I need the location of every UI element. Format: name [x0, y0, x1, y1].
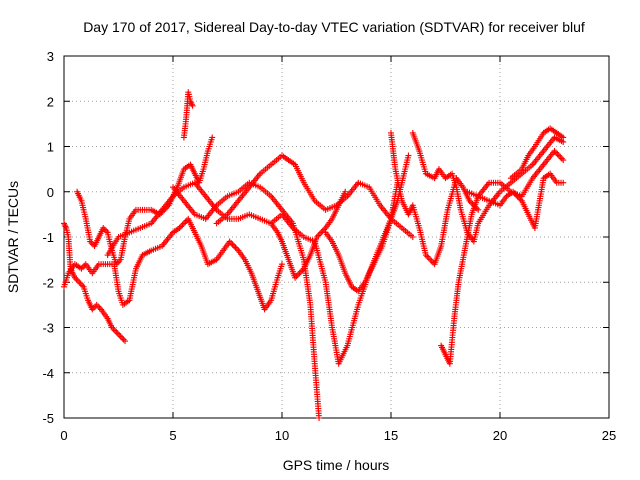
data-point — [557, 154, 564, 161]
data-point — [62, 223, 69, 230]
data-point — [61, 221, 68, 228]
grid — [64, 56, 609, 418]
series-trace-9 — [322, 179, 401, 295]
y-tick-label: -3 — [42, 321, 54, 336]
data-point — [405, 152, 412, 159]
data-point — [116, 332, 123, 339]
y-tick-label: 1 — [47, 140, 54, 155]
y-tick-label: -5 — [42, 411, 54, 426]
data-point — [209, 134, 216, 141]
data-point — [77, 280, 84, 287]
data-point — [180, 220, 187, 227]
x-tick-label: 0 — [60, 428, 67, 443]
data-point — [113, 329, 120, 336]
series-trace-3 — [180, 89, 196, 141]
data-point — [189, 102, 196, 109]
data-point — [188, 99, 195, 106]
data-point — [93, 301, 100, 308]
y-tick-label: -1 — [42, 230, 54, 245]
y-tick-label: 0 — [47, 185, 54, 200]
data-point — [560, 134, 567, 141]
data-point — [229, 241, 236, 248]
series-trace-11 — [409, 129, 567, 245]
series-trace-13 — [464, 170, 567, 231]
data-point — [122, 338, 129, 345]
x-tick-label: 25 — [602, 428, 616, 443]
data-point — [233, 246, 240, 253]
data-point — [555, 152, 562, 159]
data-point — [294, 271, 301, 278]
data-point — [231, 243, 238, 250]
y-tick-label: 3 — [47, 49, 54, 64]
data-point — [297, 268, 304, 275]
data-point — [560, 179, 567, 186]
data-point — [76, 279, 83, 286]
data-point — [74, 277, 81, 284]
data-point — [316, 415, 323, 421]
data-point — [425, 255, 432, 262]
series-trace-4 — [61, 220, 129, 345]
data-point — [79, 264, 86, 271]
data-point — [560, 157, 567, 164]
data-point — [120, 336, 127, 343]
x-axis-label: GPS time / hours — [283, 457, 390, 473]
x-tick-label: 10 — [275, 428, 289, 443]
data-point — [182, 218, 189, 225]
data-point — [342, 188, 349, 195]
data-point — [95, 303, 102, 310]
data-point — [319, 227, 326, 234]
x-tick-label: 15 — [384, 428, 398, 443]
chart-title: Day 170 of 2017, Sidereal Day-to-day VTE… — [83, 19, 585, 35]
y-tick-label: -2 — [42, 275, 54, 290]
data-point — [475, 206, 482, 213]
data-point — [558, 155, 565, 162]
axis-ticks: 0 5 10 15 20 25 -5 -4 -3 -2 -1 0 1 2 3 — [42, 49, 616, 443]
series-trace-2 — [74, 134, 216, 268]
y-tick-label: -4 — [42, 366, 54, 381]
data-point — [279, 261, 285, 268]
data-marks — [61, 89, 567, 421]
y-tick-label: 2 — [47, 94, 54, 109]
data-point — [111, 327, 118, 334]
data-point — [232, 244, 239, 251]
data-point — [117, 333, 124, 340]
data-point — [188, 101, 195, 108]
data-point — [119, 335, 126, 342]
series-trace-6 — [170, 179, 323, 421]
data-point — [179, 221, 186, 228]
x-tick-label: 5 — [169, 428, 176, 443]
data-point — [321, 226, 328, 233]
series-trace-14 — [507, 125, 567, 182]
data-point — [96, 304, 103, 311]
data-point — [428, 258, 435, 265]
data-point — [409, 234, 416, 240]
series-trace-1 — [61, 215, 285, 313]
data-point — [554, 151, 561, 158]
y-axis-label: SDTVAR / TECUs — [5, 181, 21, 293]
data-point — [114, 330, 121, 337]
x-tick-label: 20 — [493, 428, 507, 443]
data-point — [316, 230, 323, 237]
